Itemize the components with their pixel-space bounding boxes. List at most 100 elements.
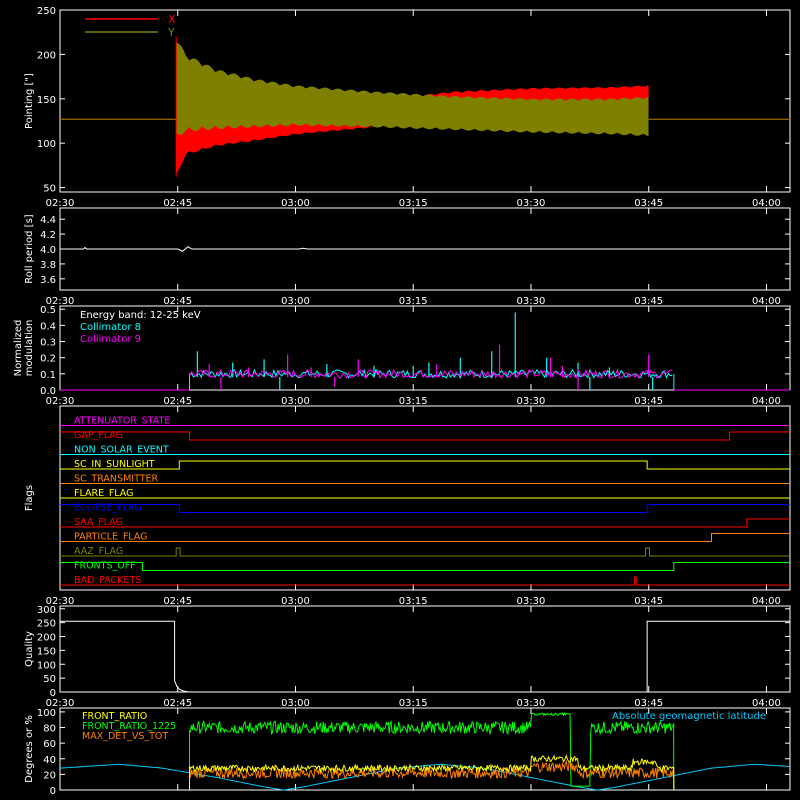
quality-frame <box>60 606 790 692</box>
pointing-y-tick-label: 250 <box>37 6 56 17</box>
pointing-series-y <box>60 43 790 136</box>
pointing-y-label: Pointing ["] <box>24 73 35 129</box>
flag-attenuator-state: ATTENUATOR_STATE <box>60 416 790 427</box>
quality-x-tick-label: 02:45 <box>163 698 192 709</box>
flag-label: BAD_PACKETS <box>74 575 141 586</box>
ratios-panel: Degrees or % 0 20 40 60 80 100 FRONT_RATIOFRONT… <box>24 708 790 797</box>
modulation-y-tick-label: 0.4 <box>40 321 56 332</box>
legend-label-max-det-vs-tot: MAX_DET_VS_TOT <box>82 731 168 742</box>
ratios-max-det-vs-tot <box>190 761 674 790</box>
modulation-series-8 <box>190 312 673 390</box>
pointing-y-tick-label: 200 <box>37 50 56 61</box>
flags-x-tick-label: 03:45 <box>634 596 663 607</box>
roll-period-x-tick-label: 04:00 <box>752 296 781 307</box>
modulation-y-tick-label: 0.0 <box>40 386 56 397</box>
roll-period-y-tick-label: 4.2 <box>40 230 56 241</box>
flag-trace <box>60 548 790 556</box>
flag-trace <box>60 534 790 542</box>
flag-particle-flag: PARTICLE_FLAG <box>60 532 790 543</box>
quality-y-tick-label: 100 <box>37 660 56 671</box>
flag-saa-flag: SAA_FLAG <box>60 517 790 528</box>
pointing-x-tick-label: 03:15 <box>399 198 428 209</box>
roll-period-y-label: Roll period [s] <box>24 214 35 283</box>
pointing-y-tick-label: 150 <box>37 95 56 106</box>
flag-trace <box>60 461 790 469</box>
roll-period-x-tick-label: 03:15 <box>399 296 428 307</box>
modulation-y-label-line-1: Normalized <box>13 320 24 377</box>
roll-period-y-tick-label: 3.6 <box>40 275 56 286</box>
flags-y-label: Flags <box>24 485 35 511</box>
flag-label: SC_IN_SUNLIGHT <box>74 459 155 470</box>
pointing-panel: 02:30 02:45 03:00 03:15 03:30 03:45 04:00 Point… <box>24 6 790 209</box>
modulation-x-tick-label: 02:45 <box>163 396 192 407</box>
pointing-x-tick-label: 03:30 <box>517 198 546 209</box>
roll-period-x-tick-label: 03:45 <box>634 296 663 307</box>
flag-label: NON_SOLAR_EVENT <box>74 445 169 456</box>
modulation-y-label-line-2: modulation <box>24 320 35 377</box>
pointing-x-tick-label: 02:45 <box>163 198 192 209</box>
quality-y-tick-label: 150 <box>37 646 56 657</box>
roll-period-panel: 02:30 02:45 03:00 03:15 03:30 03:45 04:00 Roll … <box>24 208 790 307</box>
quality-y-tick-label: 0 <box>50 688 56 699</box>
modulation-x-tick-label: 03:00 <box>281 396 310 407</box>
ratios-y-tick-label: 100 <box>37 708 56 719</box>
quality-y-tick-label: 250 <box>37 619 56 630</box>
legend-label-y: Y <box>167 26 175 39</box>
modulation-y-tick-label: 0.1 <box>40 370 56 381</box>
flag-bad-packets: BAD_PACKETS <box>60 575 790 586</box>
roll-period-line <box>60 247 790 251</box>
quality-y-tick-label: 50 <box>43 674 56 685</box>
flags-x-tick-label: 03:30 <box>517 596 546 607</box>
pointing-x-tick-label: 04:00 <box>752 198 781 209</box>
ratios-y-label: Degrees or % <box>24 715 35 783</box>
modulation-y-tick-label: 0.3 <box>40 338 56 349</box>
legend-label-x: X <box>168 13 176 26</box>
flag-trace <box>60 577 790 585</box>
flag-label: SAA_FLAG <box>74 517 123 528</box>
pointing-y-tick-label: 50 <box>43 184 56 195</box>
flag-fronts-off: FRONTS_OFF <box>60 561 790 572</box>
flag-trace <box>60 432 790 440</box>
modulation-x-tick-label: 03:30 <box>517 396 546 407</box>
flags-x-tick-label: 04:00 <box>752 596 781 607</box>
quality-x-tick-label: 03:45 <box>634 698 663 709</box>
pointing-x-tick-label: 03:45 <box>634 198 663 209</box>
modulation-x-tick-label: 03:45 <box>634 396 663 407</box>
modulation-y-tick-label: 0.2 <box>40 354 56 365</box>
modulation-panel: 02:30 02:45 03:00 03:15 03:30 03:45 04:00 Norma… <box>13 305 790 407</box>
ratios-y-tick-label: 80 <box>43 724 56 735</box>
ratios-front-ratio-1225 <box>190 713 674 790</box>
roll-period-y-tick-label: 4.0 <box>40 245 56 256</box>
quality-x-tick-label: 03:00 <box>281 698 310 709</box>
ratios-y-tick-label: 40 <box>43 755 56 766</box>
flag-flare-flag: FLARE_FLAG <box>60 488 790 499</box>
modulation-x-tick-label: 02:30 <box>46 396 75 407</box>
flags-x-tick-label: 03:15 <box>399 596 428 607</box>
pointing-y-tick-label: 100 <box>37 139 56 150</box>
flag-label: SC_TRANSMITTER <box>74 474 159 485</box>
flag-label: FLARE_FLAG <box>74 488 134 499</box>
quality-panel: 02:30 02:45 03:00 03:15 03:30 03:45 04:00 Quali… <box>24 605 790 709</box>
quality-x-tick-label: 03:30 <box>517 698 546 709</box>
quality-x-tick-label: 03:15 <box>399 698 428 709</box>
flags-x-tick-label: 02:45 <box>163 596 192 607</box>
quality-y-tick-label: 200 <box>37 633 56 644</box>
flag-trace <box>60 505 790 513</box>
roll-period-y-tick-label: 3.8 <box>40 260 56 271</box>
pointing-x-tick-label: 02:30 <box>46 198 75 209</box>
ratios-y-tick-label: 20 <box>43 770 56 781</box>
quality-line <box>60 621 790 692</box>
flag-eclipse-flag: ECLIPSE_FLAG <box>60 503 790 514</box>
modulation-y-tick-label: 0.5 <box>40 305 56 316</box>
ratios-y-tick-label: 60 <box>43 739 56 750</box>
flags-x-tick-label: 03:00 <box>281 596 310 607</box>
legend-label-collimator-8: Collimator 8 <box>80 322 141 333</box>
flag-label: AAZ_FLAG <box>74 546 123 557</box>
flags-panel: 02:30 02:45 03:00 03:15 03:30 03:45 04:00Flags… <box>24 406 790 607</box>
ratios-y-tick-label: 0 <box>50 786 56 797</box>
roll-period-x-tick-label: 03:30 <box>517 296 546 307</box>
flag-trace <box>60 519 790 527</box>
flag-label: PARTICLE_FLAG <box>74 532 147 543</box>
modulation-energy-band: Energy band: 12-25 keV <box>80 310 201 321</box>
